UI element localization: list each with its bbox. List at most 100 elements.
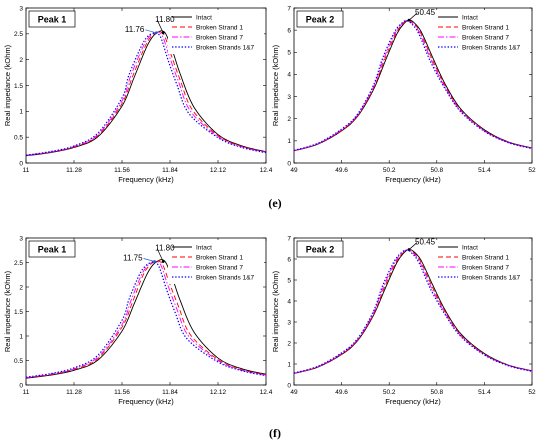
y-tick-label: 1.5 [14,83,23,90]
x-tick-label: 12.4 [260,389,273,396]
y-tick-label: 0 [287,160,291,167]
x-tick-label: 52 [528,389,536,396]
legend-label: Broken Strand 7 [462,34,509,41]
annotation-marker [153,260,156,263]
y-tick-label: 7 [287,5,291,12]
x-tick-label: 49.6 [335,167,348,174]
x-tick-label: 12.12 [210,167,227,174]
legend-label: Intact [196,244,212,251]
x-tick-label: 11.28 [66,167,82,174]
chart-1: 11 11.28 11.56 11.84 12.12 12.4 0 0.5 1 1.5 2 2.5 3 F… [3,5,273,184]
series-line-2 [25,260,267,379]
annotation-label: 11.80 [155,15,175,24]
legend-label: Broken Strand 7 [196,34,243,41]
y-tick-label: 2 [19,57,23,64]
x-axis-label: Frequency (kHz) [385,397,441,406]
x-tick-label: 49.6 [335,389,348,396]
y-tick-label: 0 [19,382,23,389]
chart-title-box [296,10,344,28]
x-tick-label: 51.4 [478,389,491,396]
y-tick-label: 3 [19,235,23,242]
x-tick-label: 12.4 [260,167,273,174]
x-tick-label: 49 [290,167,298,174]
x-tick-label: 11.28 [66,389,82,396]
x-tick-label: 11.56 [114,389,130,396]
y-tick-label: 2.5 [14,31,23,38]
x-tick-label: 12.12 [210,389,227,396]
chart-2: 49 49.6 50.2 50.8 51.4 52 0 1 2 3 4 5 6 7 Frequency (k… [271,5,536,184]
annotation-label: 50.45 [415,8,436,17]
annotation-pointer [408,12,418,21]
chart-3: 11 11.28 11.56 11.84 12.12 12.4 0 0.5 1 1.5 2 2.5 3 F… [3,235,273,406]
chart-title: Peak 2 [306,15,335,25]
y-tick-label: 4 [287,298,291,305]
annotation-marker [154,31,158,35]
y-tick-label: 2 [287,340,291,347]
chart-4: 49 49.6 50.2 50.8 51.4 52 0 1 2 3 4 5 6 7 Frequency (k… [271,235,536,406]
y-tick-label: 1 [19,333,23,340]
annotation-pointer [145,29,157,34]
chart-title-box [28,10,76,28]
y-axis-label: Real impedance (kOhm) [3,44,12,126]
x-axis-label: Frequency (kHz) [118,175,174,184]
y-axis-label: Real impedance (kOhm) [271,44,280,126]
legend-label: Intact [462,244,478,251]
y-tick-label: 0.5 [14,358,23,365]
chart-title: Peak 2 [306,245,335,255]
y-tick-label: 1.5 [14,309,23,316]
legend-label: Broken Strand 1 [196,254,243,261]
y-tick-label: 3 [287,94,291,101]
annotation-marker [161,260,165,263]
y-axis-label: Real impedance (kOhm) [3,270,12,352]
y-tick-label: 2 [287,116,291,123]
x-tick-label: 49 [290,389,298,396]
y-tick-label: 6 [287,27,291,34]
chart-title: Peak 1 [38,15,67,25]
y-tick-label: 1 [19,109,23,116]
annotation-marker [407,18,411,22]
legend-label: Broken Strands 1&7 [196,274,255,281]
legend-label: Broken Strand 7 [196,264,243,271]
x-tick-label: 50.8 [430,167,443,174]
y-tick-label: 5 [287,277,291,284]
series-line-4 [293,20,533,151]
annotation-marker [161,31,165,35]
x-tick-label: 50.2 [383,389,396,396]
chart-title-box [296,240,344,258]
annotation-label: 11.76 [125,25,145,34]
series-line-2 [25,30,267,156]
annotation-label: 11.75 [123,254,143,263]
y-tick-label: 2 [19,284,23,291]
x-tick-label: 11.84 [162,167,178,174]
y-tick-label: 2.5 [14,260,23,267]
x-tick-label: 52 [528,167,536,174]
x-axis-label: Frequency (kHz) [385,175,441,184]
legend-label: Broken Strand 7 [462,264,509,271]
y-axis-label: Real impedance (kOhm) [271,270,280,352]
panel-label-e: (e) [268,196,282,210]
legend-label: Broken Strand 1 [196,24,243,31]
y-tick-label: 4 [287,72,291,79]
legend-label: Broken Strands 1&7 [462,274,521,281]
x-axis-label: Frequency (kHz) [118,397,174,406]
legend-label: Broken Strands 1&7 [462,44,521,51]
y-tick-label: 5 [287,50,291,57]
annotation-marker [407,248,411,251]
y-tick-label: 3 [287,319,291,326]
x-tick-label: 11.56 [114,167,130,174]
y-tick-label: 6 [287,256,291,263]
legend-label: Broken Strand 1 [462,254,509,261]
series-line-1 [25,259,267,379]
y-tick-label: 0.5 [14,134,23,141]
legend-label: Intact [196,14,212,21]
legend-label: Broken Strands 1&7 [196,44,255,51]
y-tick-label: 0 [287,382,291,389]
legend-label: Intact [462,14,478,21]
y-tick-label: 3 [19,5,23,12]
y-tick-label: 7 [287,235,291,242]
x-tick-label: 51.4 [478,167,491,174]
series-line-4 [293,249,533,374]
x-tick-label: 50.8 [430,389,443,396]
annotation-pointer [156,19,164,33]
